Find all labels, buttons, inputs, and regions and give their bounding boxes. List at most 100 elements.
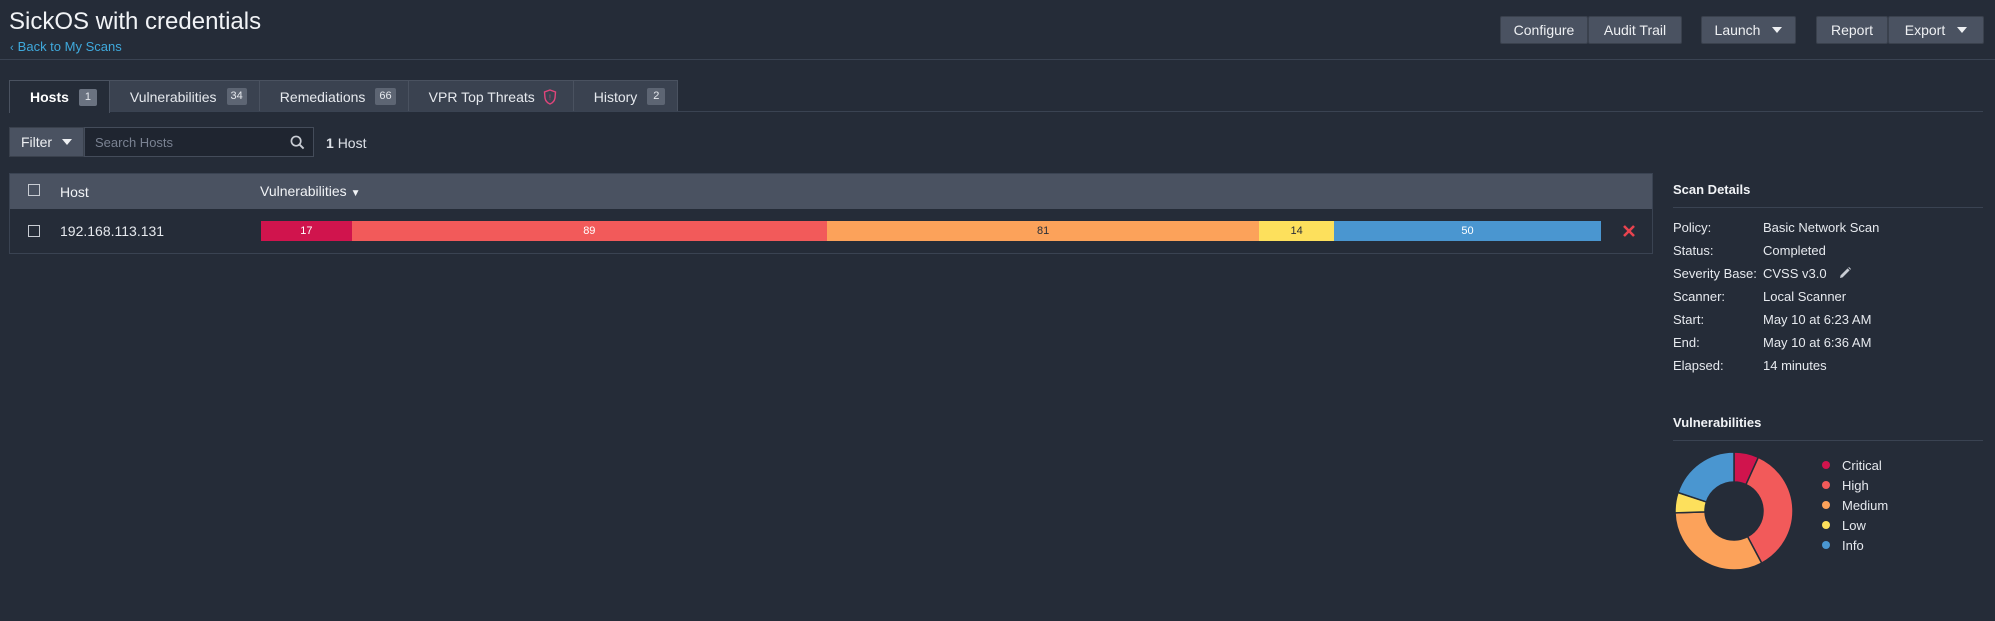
tab-history[interactable]: History 2 — [572, 80, 679, 112]
host-count: 1 Host — [326, 135, 366, 151]
scan-detail-key: Status: — [1673, 243, 1714, 258]
legend-dot — [1822, 521, 1830, 529]
legend-dot — [1822, 541, 1830, 549]
legend-label: Medium — [1842, 497, 1889, 513]
host-ip[interactable]: 192.168.113.131 — [60, 223, 165, 239]
configure-button[interactable]: Configure — [1500, 16, 1588, 44]
tab-label: Remediations — [279, 88, 366, 105]
tabs-divider — [9, 111, 1983, 112]
scan-detail-key: Start: — [1673, 312, 1705, 327]
shield-icon: ! — [543, 88, 556, 105]
legend-label: Low — [1842, 517, 1866, 533]
scan-detail-key: Severity Base: — [1673, 266, 1757, 281]
severity-segment-medium[interactable]: 81 — [826, 221, 1260, 241]
page-title: SickOS with credentials — [9, 8, 262, 35]
severity-segment-info[interactable]: 50 — [1334, 221, 1601, 241]
table-header: Host Vulnerabilities ▼ — [10, 174, 1652, 209]
sort-desc-icon: ▼ — [350, 188, 361, 199]
legend-dot — [1822, 481, 1830, 489]
header-divider — [0, 59, 1995, 60]
filter-label: Filter — [20, 134, 53, 150]
back-link-label: Back to My Scans — [17, 39, 122, 54]
donut-slice-medium[interactable] — [1674, 511, 1763, 571]
caret-down-icon — [1957, 27, 1968, 33]
legend-item-critical[interactable]: Critical — [1822, 455, 1888, 475]
tab-count-badge: 1 — [78, 88, 97, 106]
vulnerability-severity-bar[interactable]: 17 89 81 14 50 — [261, 221, 1601, 241]
search-box — [84, 127, 314, 157]
audit-trail-label: Audit Trail — [1603, 22, 1667, 38]
donut-slice-high[interactable] — [1744, 456, 1794, 565]
vulnerabilities-panel-divider — [1673, 440, 1983, 441]
tab-label: Vulnerabilities — [129, 88, 217, 105]
pencil-icon[interactable] — [1838, 266, 1852, 280]
legend-item-medium[interactable]: Medium — [1822, 495, 1888, 515]
donut-slice-info[interactable] — [1677, 451, 1735, 503]
caret-down-icon — [62, 139, 73, 145]
tab-remediations[interactable]: Remediations 66 — [258, 80, 409, 112]
legend-item-high[interactable]: High — [1822, 475, 1888, 495]
hosts-table: Host Vulnerabilities ▼ 192.168.113.131 17… — [9, 173, 1653, 254]
scan-detail-key: End: — [1673, 335, 1700, 350]
tab-count-badge: 66 — [375, 88, 396, 105]
chevron-left-icon: ‹ — [10, 42, 14, 54]
scan-detail-key: Policy: — [1673, 220, 1712, 235]
scan-detail-value: May 10 at 6:23 AM — [1763, 312, 1872, 327]
search-input[interactable] — [85, 128, 280, 156]
severity-segment-high[interactable]: 89 — [351, 221, 827, 241]
filter-button[interactable]: Filter — [9, 127, 84, 157]
tab-count-badge: 2 — [647, 88, 666, 105]
column-header-label: Vulnerabilities — [260, 183, 347, 199]
legend-item-info[interactable]: Info — [1822, 535, 1888, 555]
launch-button[interactable]: Launch — [1701, 16, 1796, 44]
scan-detail-value: Local Scanner — [1763, 289, 1847, 304]
chart-legend: Critical High Medium Low Info — [1822, 455, 1888, 555]
scan-detail-value: Basic Network Scan — [1763, 220, 1880, 235]
legend-dot — [1822, 461, 1830, 469]
scan-detail-value: 14 minutes — [1763, 358, 1827, 373]
legend-dot — [1822, 501, 1830, 509]
audit-trail-button[interactable]: Audit Trail — [1588, 16, 1682, 44]
legend-label: Critical — [1842, 457, 1882, 473]
svg-text:!: ! — [549, 94, 551, 101]
tab-label: History — [593, 88, 638, 105]
vulnerabilities-donut-chart — [1674, 451, 1794, 571]
table-row[interactable]: 192.168.113.131 17 89 81 14 50 — [10, 209, 1652, 254]
column-header-vulnerabilities[interactable]: Vulnerabilities ▼ — [260, 183, 361, 199]
scan-details-title: Scan Details — [1673, 182, 1751, 197]
legend-label: Info — [1842, 537, 1864, 553]
launch-label: Launch — [1714, 22, 1761, 38]
tab-vpr-top-threats[interactable]: VPR Top Threats ! — [407, 80, 574, 112]
tab-vulnerabilities[interactable]: Vulnerabilities 34 — [108, 80, 260, 112]
tab-hosts[interactable]: Hosts 1 — [9, 80, 110, 113]
caret-down-icon — [1772, 27, 1783, 33]
search-icon[interactable] — [290, 135, 305, 150]
scan-detail-key: Elapsed: — [1673, 358, 1724, 373]
report-label: Report — [1830, 22, 1874, 38]
select-all-checkbox[interactable] — [28, 184, 40, 196]
back-to-scans-link[interactable]: ‹ Back to My Scans — [10, 39, 122, 54]
scan-detail-value: May 10 at 6:36 AM — [1763, 335, 1872, 350]
export-button[interactable]: Export — [1888, 16, 1984, 44]
severity-segment-critical[interactable]: 17 — [261, 221, 352, 241]
legend-item-low[interactable]: Low — [1822, 515, 1888, 535]
scan-details-divider — [1673, 207, 1983, 208]
configure-label: Configure — [1513, 22, 1575, 38]
tab-bar: Hosts 1 Vulnerabilities 34 Remediations … — [9, 80, 679, 113]
vulnerabilities-panel-title: Vulnerabilities — [1673, 415, 1762, 430]
tab-count-badge: 34 — [226, 88, 247, 105]
column-header-host[interactable]: Host — [60, 184, 89, 200]
scan-detail-value: Completed — [1763, 243, 1826, 258]
export-label: Export — [1904, 22, 1946, 38]
close-icon[interactable] — [1622, 224, 1636, 238]
row-checkbox[interactable] — [28, 225, 40, 237]
host-count-label: Host — [337, 135, 367, 151]
host-count-number: 1 — [326, 135, 334, 151]
scan-detail-value: CVSS v3.0 — [1763, 266, 1827, 281]
tab-label: VPR Top Threats — [428, 88, 535, 105]
legend-label: High — [1842, 477, 1869, 493]
report-button[interactable]: Report — [1816, 16, 1888, 44]
scan-detail-key: Scanner: — [1673, 289, 1726, 304]
tab-label: Hosts — [30, 89, 69, 105]
severity-segment-low[interactable]: 14 — [1259, 221, 1335, 241]
